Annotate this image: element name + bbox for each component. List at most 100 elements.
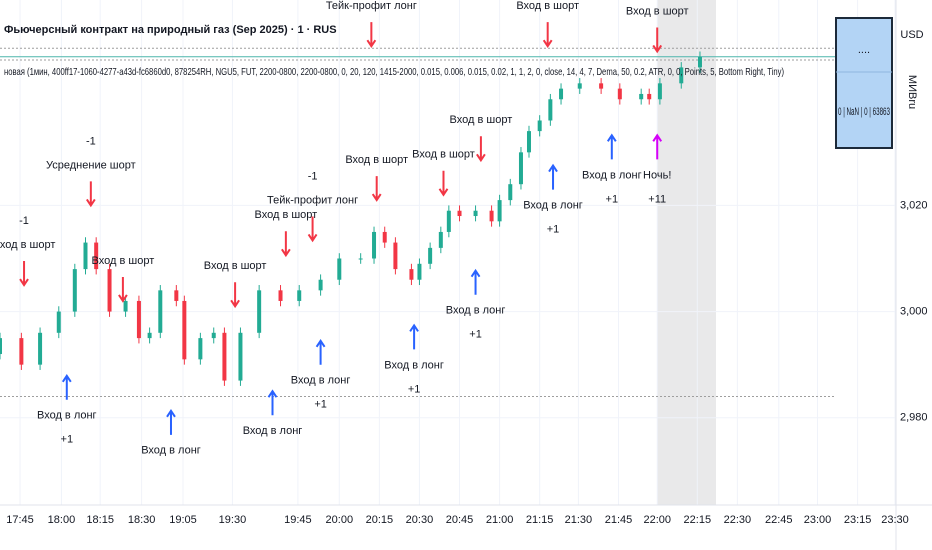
x-tick-label: 22:15 [684,514,712,526]
signal-label: Вход в лонг [446,305,506,317]
signal-arrow [366,22,377,48]
signal-label: Усреднение шорт [46,159,136,171]
candle-body [647,93,652,100]
candle-body [136,300,141,339]
candle-body [457,210,462,217]
y-tick-label: 3,020 [900,199,928,211]
x-tick-label: 18:15 [86,514,114,526]
signal-qty: -1 [308,170,318,182]
x-tick-label: 22:30 [724,514,752,526]
panel-header: .... [858,44,870,56]
signal-label: Вход в шорт [626,5,689,17]
candle-body [147,332,152,339]
candle-body [56,311,61,333]
x-tick-label: 19:30 [219,514,247,526]
x-tick-label: 22:45 [765,514,793,526]
panel-text: 0 | NaN | 0 | 63863 [838,106,890,118]
x-tick-label: 17:45 [6,514,34,526]
candle-body [657,83,662,100]
signal-label: Вход в лонг [243,425,303,437]
signal-arrow [118,276,128,303]
signal-label: Вход в лонг [582,169,642,181]
candle-body [358,258,363,260]
signal-arrow [281,231,291,258]
candle-body [318,279,323,291]
candle-body [123,300,128,312]
currency-label: USD [900,29,923,41]
signal-qty: +11 [648,193,666,205]
candle-body [238,332,243,381]
candle-body [417,263,422,280]
signal-arrow [470,268,481,295]
signal-label: Вход в шорт [450,114,513,126]
candle-body [107,269,112,312]
candle-body [393,242,398,270]
candle-body [372,231,377,259]
candle-body [257,290,262,333]
candle-body [278,290,283,301]
x-tick-label: 18:30 [128,514,156,526]
candle-body [617,88,622,100]
signal-label: Вход в лонг [291,375,351,387]
candle-body [497,200,502,222]
session-shade [657,0,716,505]
signal-arrow [61,373,72,400]
candle-body [0,338,2,355]
signal-label: Тейк-профит лонг [326,0,417,12]
signal-label: Вход в шорт [345,154,408,166]
signal-arrow [315,338,326,365]
candle-body [222,332,227,381]
signal-arrow [371,176,382,202]
unit-label: МИВru [906,75,918,109]
signal-label: Вход в шорт [412,149,475,161]
x-tick-label: 23:00 [804,514,832,526]
signal-arrow [267,389,278,416]
x-tick-label: 20:30 [406,514,434,526]
signal-arrow [476,136,486,163]
y-tick-label: 3,000 [900,305,928,317]
y-tick-label: 2,980 [900,412,928,424]
candle-body [72,269,77,312]
candle-body [438,231,443,248]
signal-qty: -1 [19,215,29,227]
candle-body [518,152,523,185]
x-tick-label: 20:00 [326,514,354,526]
signal-label: Вход в шорт [0,239,55,251]
candle-body [577,83,582,89]
signal-arrow [438,170,449,197]
signal-qty: -1 [86,135,96,147]
candle-body [38,332,43,365]
candle-body [409,269,414,280]
signal-qty: +1 [469,329,482,341]
signal-arrow [548,163,558,190]
candle-body [83,242,88,270]
candle-body [198,338,203,360]
signal-qty: +1 [606,193,619,205]
x-tick-label: 21:15 [526,514,554,526]
candle-body [19,338,24,365]
signal-label: Вход в шорт [204,260,267,272]
candle-body [489,210,494,222]
signal-label: Вход в лонг [141,445,201,457]
candle-body [158,290,163,333]
signal-arrow [86,181,96,208]
signal-label: Вход в лонг [37,410,97,422]
candle-body [599,83,604,89]
candle-body [508,184,513,201]
signal-arrow [652,27,663,54]
signal-arrow [652,133,663,160]
candle-body [382,231,387,243]
x-tick-label: 22:00 [643,514,671,526]
x-tick-label: 18:00 [48,514,76,526]
signal-label: Вход в лонг [384,359,444,371]
candle-body [559,88,564,100]
candle-body [428,247,433,264]
indicator-label: новая (1мин, 400ff17-1060-4277-a43d-fc68… [4,66,784,78]
candle-body [679,67,684,84]
signal-label: Вход в шорт [255,209,318,221]
signal-qty: +1 [314,399,327,411]
candle-body [548,99,553,121]
signal-arrow [166,409,176,435]
signal-arrow [542,22,553,48]
